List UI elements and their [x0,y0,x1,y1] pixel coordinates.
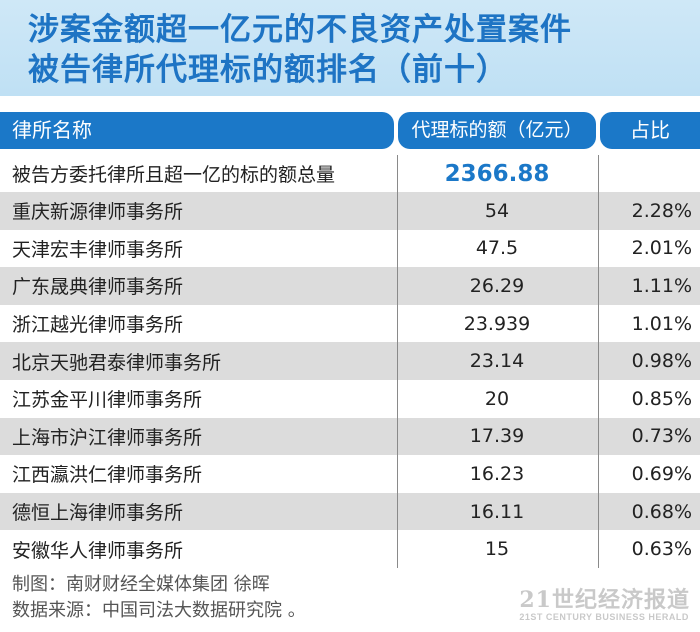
source-text: 数据来源：中国司法大数据研究院 。 [12,600,306,621]
total-label: 被告方委托律所且超一亿的标的额总量 [12,164,336,186]
credit-text: 制图：南财财经全媒体集团 徐晖 [12,574,270,595]
firm-name-cell: 浙江越光律师事务所 [12,314,184,337]
ranking-table: 被告方委托律所且超一亿的标的额总量 2366.88 重庆新源律师事务所 54 2.2… [0,155,700,568]
amount-cell: 15 [484,538,510,561]
footer: 制图：南财财经全媒体集团 徐晖 数据来源：中国司法大数据研究院 。 [12,572,306,624]
column-divider [598,155,599,568]
amount-cell: 26.29 [469,274,525,297]
ratio-cell: 2.28% [631,199,692,222]
title-line-2: 被告律所代理标的额排名（前十） [28,52,508,88]
page-title: 涉案金额超一亿元的不良资产处置案件 被告律所代理标的额排名（前十） [28,10,572,90]
firm-name-cell: 江西瀛洪仁律师事务所 [12,464,203,487]
amount-cell: 54 [484,199,510,222]
ratio-cell: 0.68% [631,500,692,523]
amount-cell: 20 [484,387,510,410]
header-amount: 代理标的额（亿元） [398,112,596,149]
watermark-logo: 21世纪经济报道 21ST CENTURY BUSINESS HERALD [519,582,690,622]
table-row: 江苏金平川律师事务所 20 0.85% [0,380,700,418]
amount-cell: 23.939 [463,312,531,335]
amount-cell: 17.39 [469,425,525,448]
firm-name-cell: 上海市沪江律师事务所 [12,426,203,449]
ratio-cell: 0.69% [631,462,692,485]
column-divider [397,155,398,568]
header-banner: 涉案金额超一亿元的不良资产处置案件 被告律所代理标的额排名（前十） [0,0,700,96]
firm-name-cell: 江苏金平川律师事务所 [12,389,203,412]
header-firm-name: 律所名称 [0,112,394,149]
ratio-cell: 0.85% [631,387,692,410]
firm-name-cell: 广东晟典律师事务所 [12,276,184,299]
ratio-cell: 0.63% [631,538,692,561]
firm-name-cell: 重庆新源律师事务所 [12,201,184,224]
total-row: 被告方委托律所且超一亿的标的额总量 2366.88 [0,155,700,192]
table-row: 北京天驰君泰律师事务所 23.14 0.98% [0,342,700,380]
total-ratio-empty [600,155,692,192]
ratio-cell: 1.01% [631,312,692,335]
ratio-cell: 0.73% [631,425,692,448]
firm-name-cell: 安徽华人律师事务所 [12,539,184,562]
table-row: 广东晟典律师事务所 26.29 1.11% [0,267,700,305]
amount-cell: 23.14 [469,350,525,373]
amount-cell: 47.5 [475,237,519,260]
watermark-sub: 21ST CENTURY BUSINESS HERALD [519,612,689,622]
header-ratio: 占比 [600,112,700,149]
watermark-main: 21世纪经济报道 [519,587,690,613]
table-row: 重庆新源律师事务所 54 2.28% [0,192,700,230]
amount-cell: 16.23 [469,462,525,485]
table-row: 安徽华人律师事务所 15 0.63% [0,530,700,568]
ratio-cell: 0.98% [631,350,692,373]
firm-name-cell: 德恒上海律师事务所 [12,502,184,525]
table-row: 浙江越光律师事务所 23.939 1.01% [0,305,700,343]
table-row: 天津宏丰律师事务所 47.5 2.01% [0,230,700,268]
table-row: 上海市沪江律师事务所 17.39 0.73% [0,417,700,456]
firm-name-cell: 天津宏丰律师事务所 [12,238,184,261]
table-header: 律所名称 代理标的额（亿元） 占比 [0,112,700,149]
table-row: 德恒上海律师事务所 16.11 0.68% [0,492,700,531]
table-row: 江西瀛洪仁律师事务所 16.23 0.69% [0,455,700,493]
amount-cell: 16.11 [469,500,525,523]
ratio-cell: 2.01% [631,237,692,260]
title-line-1: 涉案金额超一亿元的不良资产处置案件 [28,12,572,48]
firm-name-cell: 北京天驰君泰律师事务所 [12,351,222,374]
total-value: 2366.88 [444,160,550,187]
ratio-cell: 1.11% [631,274,692,297]
